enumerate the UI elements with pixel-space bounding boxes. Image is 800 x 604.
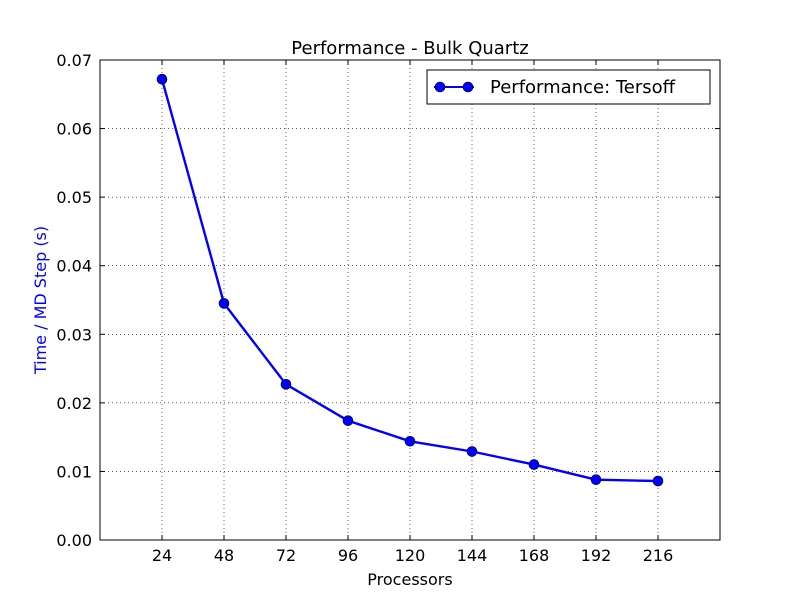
y-tick-label: 0.06 bbox=[56, 120, 92, 139]
series-layer bbox=[156, 73, 664, 487]
y-tick-label: 0.02 bbox=[56, 394, 92, 413]
y-tick-label: 0.03 bbox=[56, 325, 92, 344]
ticks: 24 48 72 96 120 144 168 192 216 0.00 0.01 0.02 0.03 0… bbox=[56, 51, 720, 565]
legend-box bbox=[426, 69, 711, 105]
grid bbox=[100, 59, 720, 541]
x-tick-label: 48 bbox=[214, 546, 234, 565]
y-tick-label: 0.04 bbox=[56, 257, 92, 276]
data-point bbox=[342, 415, 354, 426]
legend-entry-label: Performance: Tersoff bbox=[490, 77, 676, 98]
data-point bbox=[466, 446, 478, 457]
y-tick-label: 0.07 bbox=[56, 51, 92, 70]
data-point bbox=[218, 298, 230, 309]
data-point bbox=[404, 435, 416, 447]
x-tick-label: 24 bbox=[152, 546, 172, 565]
legend: Performance: Tersoff bbox=[426, 69, 711, 105]
y-tick-label: 0.01 bbox=[56, 462, 92, 481]
data-point bbox=[156, 73, 168, 85]
y-tick-label: 0.05 bbox=[56, 188, 92, 207]
data-point bbox=[652, 475, 664, 487]
x-tick-label: 72 bbox=[276, 546, 296, 565]
x-tick-label: 144 bbox=[457, 546, 488, 565]
data-point bbox=[590, 474, 602, 485]
data-point bbox=[280, 379, 292, 390]
x-tick-label: 96 bbox=[338, 546, 358, 565]
x-tick-label: 216 bbox=[643, 546, 674, 565]
legend-marker-right bbox=[462, 81, 474, 93]
x-axis-label: Processors bbox=[367, 570, 452, 589]
x-tick-label: 120 bbox=[395, 546, 426, 565]
y-tick-label: 0.00 bbox=[56, 531, 92, 550]
chart-title: Performance - Bulk Quartz bbox=[291, 38, 528, 59]
y-axis-label: Time / MD Step (s) bbox=[31, 226, 50, 375]
x-tick-label: 192 bbox=[581, 546, 612, 565]
legend-marker-left bbox=[434, 81, 446, 93]
data-point bbox=[528, 459, 540, 470]
x-tick-label: 168 bbox=[519, 546, 550, 565]
